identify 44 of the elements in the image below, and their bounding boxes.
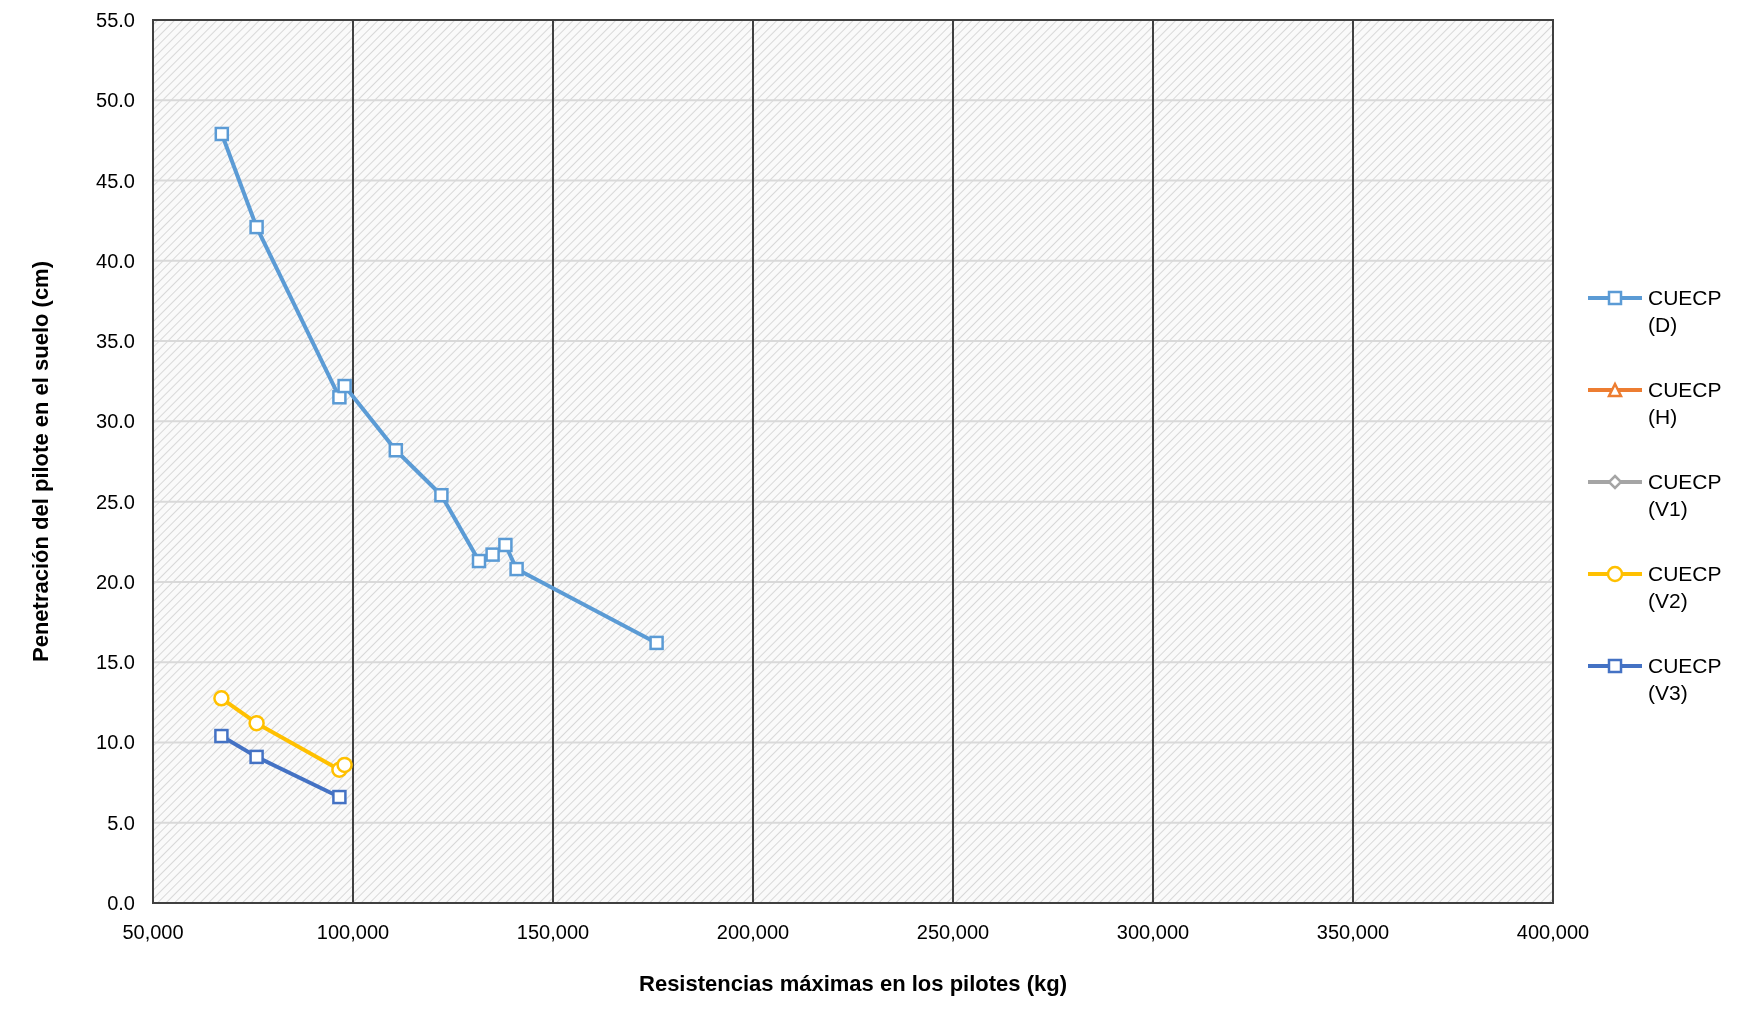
x-tick-label: 400,000 bbox=[1516, 921, 1590, 943]
legend-label: CUECP (H) bbox=[1648, 378, 1722, 428]
point bbox=[249, 749, 264, 765]
y-tick-label: 55.0 bbox=[96, 9, 135, 31]
y-tick-label: 50.0 bbox=[96, 89, 135, 112]
point bbox=[214, 728, 229, 744]
point bbox=[249, 219, 264, 235]
y-tick-label: 30.0 bbox=[96, 410, 135, 433]
x-tick-label: 250,000 bbox=[916, 921, 990, 943]
y-tick-label: 0.0 bbox=[107, 892, 135, 914]
x-tick-label: 300,000 bbox=[1116, 921, 1190, 943]
y-axis-title: Penetración del pilote en el suelo (cm) bbox=[28, 261, 53, 662]
point bbox=[213, 690, 230, 707]
y-tick-label: 15.0 bbox=[96, 651, 135, 674]
point bbox=[649, 635, 664, 651]
x-tick-label: 50,000 bbox=[122, 921, 184, 943]
legend-label: CUECP (V3) bbox=[1648, 654, 1722, 704]
point bbox=[388, 443, 404, 458]
x-tick-label: 350,000 bbox=[1316, 921, 1390, 943]
legend-label: CUECP (V1) bbox=[1648, 470, 1722, 520]
point bbox=[214, 126, 230, 142]
y-tick-label: 5.0 bbox=[107, 811, 135, 834]
point bbox=[485, 547, 500, 562]
point bbox=[434, 487, 449, 503]
point bbox=[336, 756, 353, 774]
point bbox=[498, 537, 513, 553]
point bbox=[332, 390, 347, 405]
legend-label: CUECP (V2) bbox=[1648, 562, 1722, 612]
point bbox=[509, 561, 524, 577]
y-tick-label: 45.0 bbox=[96, 169, 135, 192]
legend-label: CUECP (D) bbox=[1648, 286, 1722, 336]
y-tick-label: 25.0 bbox=[96, 490, 135, 513]
y-tick-label: 20.0 bbox=[96, 570, 135, 593]
x-tick-label: 200,000 bbox=[716, 921, 790, 943]
y-tick-label: 10.0 bbox=[96, 731, 135, 754]
point bbox=[471, 553, 487, 569]
y-tick-label: 35.0 bbox=[96, 330, 135, 353]
point bbox=[337, 378, 352, 394]
x-axis-title: Resistencias máximas en los pilotes (kg) bbox=[639, 971, 1067, 996]
point bbox=[248, 714, 265, 732]
x-tick-label: 100,000 bbox=[316, 921, 390, 943]
y-tick-label: 40.0 bbox=[96, 249, 135, 272]
point bbox=[332, 789, 347, 805]
x-tick-label: 150,000 bbox=[516, 921, 590, 943]
